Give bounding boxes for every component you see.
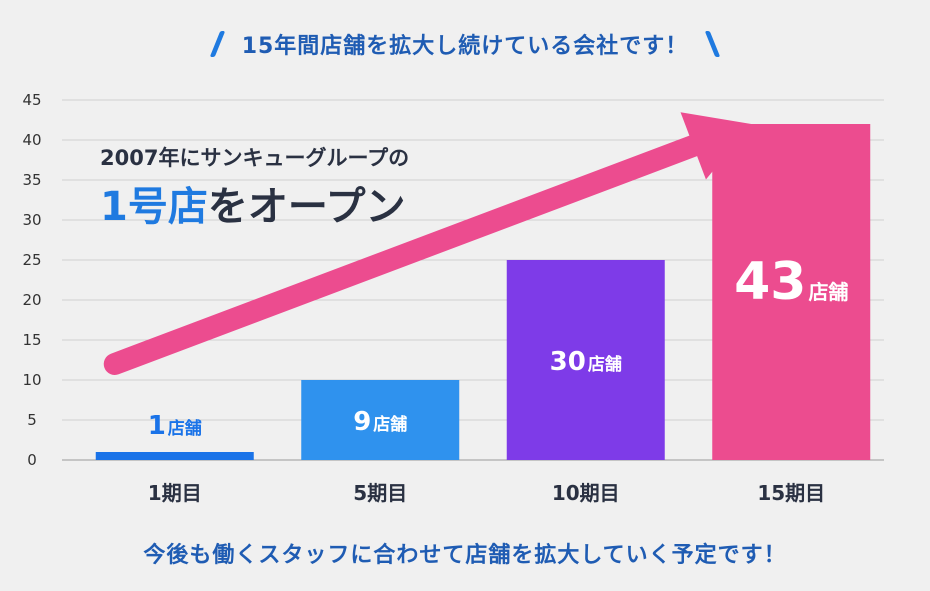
y-tick-label: 10: [22, 371, 41, 389]
annotation-rest: をオープン: [207, 184, 406, 230]
headline-text: 15年間店舗を拡大し続けている会社です！: [241, 34, 689, 59]
y-tick-label: 0: [27, 451, 37, 469]
annotation-line2: 1号店をオープン: [100, 174, 409, 232]
trend-arrow-shaft: [103, 134, 705, 375]
y-tick-label: 20: [22, 291, 41, 309]
data-label: 30 店舗: [550, 347, 622, 377]
y-tick-label: 30: [22, 211, 41, 229]
headline: 15年間店舗を拡大し続けている会社です！: [0, 28, 930, 60]
data-label: 43 店舗: [734, 252, 848, 312]
y-tick-label: 25: [22, 251, 41, 269]
annotation-emphasis: 1号店: [100, 184, 208, 230]
annotation: 2007年にサンキューグループの 1号店をオープン: [100, 142, 409, 232]
bar: [301, 380, 460, 460]
y-tick-label: 35: [22, 171, 41, 189]
bar: [95, 452, 254, 460]
bar: [506, 260, 665, 460]
x-category-label: 1期目: [148, 481, 202, 505]
y-tick-label: 45: [22, 91, 41, 109]
x-category-label: 10期目: [552, 481, 620, 505]
y-tick-label: 5: [27, 411, 37, 429]
x-category-label: 15期目: [757, 481, 825, 505]
y-tick-label: 15: [22, 331, 41, 349]
data-label: 9 店舗: [353, 407, 407, 437]
trend-arrow-head: [680, 112, 752, 180]
x-category-label: 5期目: [353, 481, 407, 505]
annotation-line1: 2007年にサンキューグループの: [100, 146, 410, 170]
footer-message: 今後も働くスタッフに合わせて店舗を拡大していく予定です！: [143, 543, 787, 568]
y-tick-label: 40: [22, 131, 41, 149]
data-label: 1 店舗: [148, 411, 202, 441]
bar: [712, 124, 871, 460]
